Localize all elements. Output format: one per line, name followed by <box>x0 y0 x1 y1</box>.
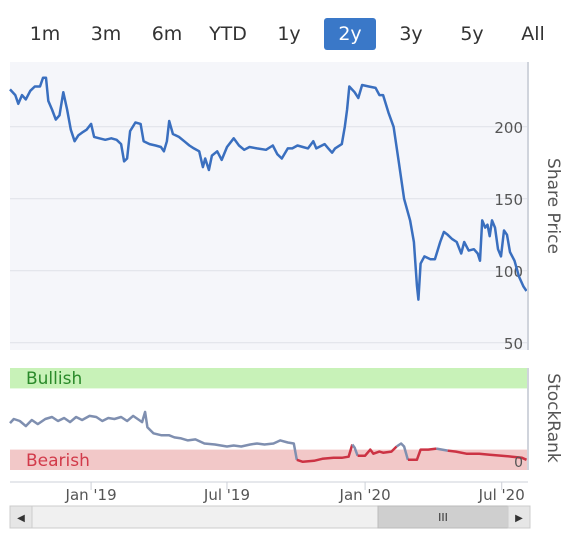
price-gridlines <box>10 126 528 344</box>
rank-line-bearish-segment <box>407 447 437 462</box>
bullish-band <box>10 368 528 389</box>
scroll-right-icon: ▶ <box>515 513 523 524</box>
range-button-3y[interactable]: 3y <box>399 23 423 45</box>
range-button-5y[interactable]: 5y <box>460 23 484 45</box>
range-button-1m[interactable]: 1m <box>29 23 61 45</box>
price-tick-label: 150 <box>494 191 523 209</box>
range-selector: 1m 3m 6m YTD 1y 2y 3y 5y All <box>0 14 571 54</box>
rank-axis-tick: 0 <box>514 455 523 471</box>
rank-series-line <box>9 410 528 464</box>
rank-line-bearish-segment <box>296 444 354 464</box>
scrollbar[interactable]: ◀ III ▶ <box>9 505 531 529</box>
price-tick-label: 200 <box>494 119 523 137</box>
price-tick-label: 50 <box>504 335 523 353</box>
scroll-thumb-grip: III <box>438 511 448 524</box>
scroll-left-icon: ◀ <box>17 513 25 524</box>
x-axis: Jan '19 Jul '19 Jan '20 Jul '20 <box>10 481 528 504</box>
price-axis-label: Share Price <box>543 158 563 254</box>
x-tick-label: Jan '20 <box>339 486 391 504</box>
rank-line-segment <box>436 447 448 452</box>
rank-line-bearish-segment <box>357 445 398 457</box>
price-series-line <box>9 76 528 301</box>
bearish-band <box>10 449 528 470</box>
range-button-1y[interactable]: 1y <box>277 23 301 45</box>
bullish-label: Bullish <box>26 369 82 389</box>
range-button-all[interactable]: All <box>521 23 545 45</box>
scroll-left-button[interactable] <box>9 505 33 529</box>
range-button-3m[interactable]: 3m <box>90 23 122 45</box>
rank-line-segment <box>9 410 299 461</box>
rank-line-segment <box>395 442 410 461</box>
bearish-label: Bearish <box>26 451 90 471</box>
range-button-2y[interactable]: 2y <box>324 18 376 50</box>
x-tick-label: Jul '19 <box>203 486 250 504</box>
rank-axis-label: StockRank <box>543 373 563 463</box>
rank-line-bearish-segment <box>447 449 528 461</box>
price-plot-area <box>10 62 528 350</box>
range-button-ytd[interactable]: YTD <box>209 23 247 45</box>
range-button-6m[interactable]: 6m <box>151 23 183 45</box>
scroll-right-button[interactable] <box>507 505 531 529</box>
x-tick-label: Jul '20 <box>478 486 525 504</box>
x-tick-label: Jan '19 <box>65 486 117 504</box>
rank-line-segment <box>351 443 359 457</box>
